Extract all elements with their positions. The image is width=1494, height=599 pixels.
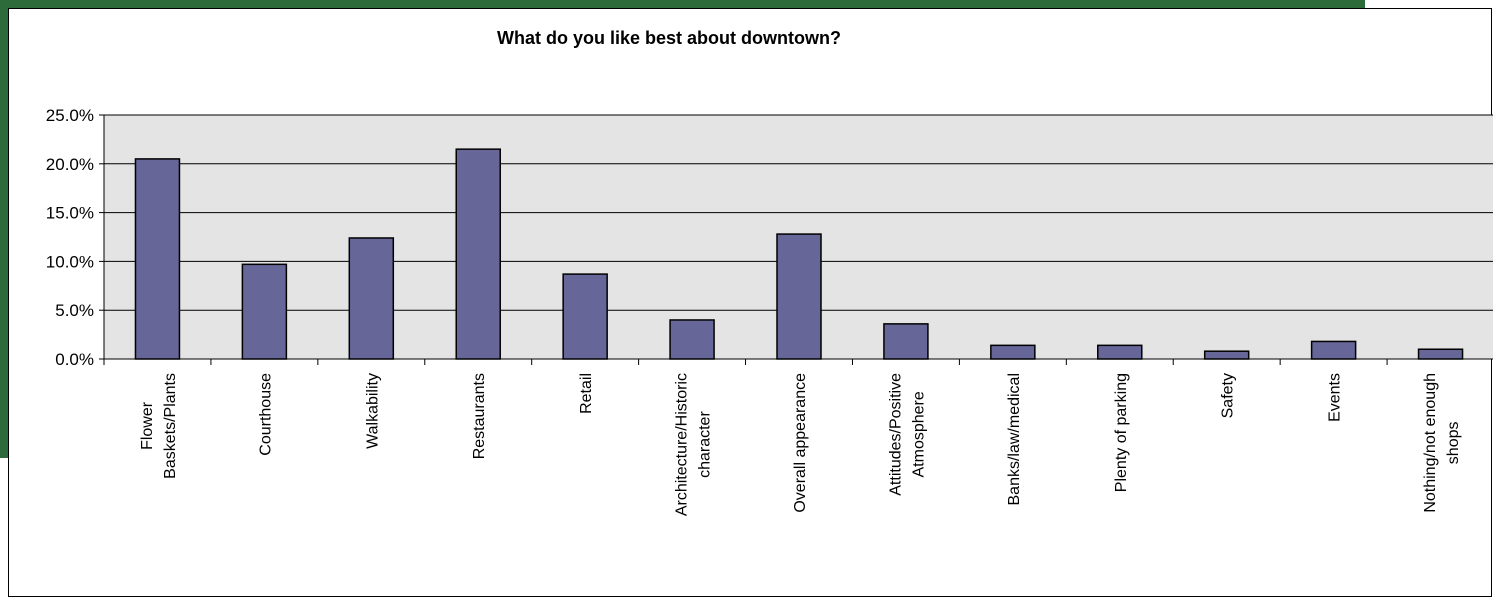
y-tick-label: 20.0% — [46, 155, 94, 174]
x-category-label: Walkability — [364, 373, 381, 449]
frame-left-strip — [0, 0, 8, 458]
y-tick-label: 15.0% — [46, 204, 94, 223]
frame-top-gap — [1365, 0, 1494, 8]
x-category-label-line: Overall appearance — [792, 373, 809, 513]
chart-area: What do you like best about downtown? 0.… — [8, 8, 1493, 597]
bar — [241, 263, 288, 360]
x-category-label-line: character — [697, 411, 714, 478]
bar — [348, 237, 395, 360]
y-tick-label: 5.0% — [55, 301, 94, 320]
x-category-label: Events — [1327, 373, 1344, 422]
bar — [883, 323, 929, 360]
x-category-label-line: shops — [1445, 421, 1462, 464]
y-tick-label: 10.0% — [46, 252, 94, 271]
bar — [669, 319, 715, 360]
x-category-label-line: Flower — [139, 401, 156, 450]
x-category-label-line: Attitudes/Positive — [887, 373, 904, 496]
x-category-label-line: Safety — [1220, 373, 1237, 418]
bar — [134, 158, 181, 360]
x-category-label-line: Banks/law/medical — [1006, 373, 1023, 506]
y-tick-label: 25.0% — [46, 106, 94, 125]
bar — [1203, 350, 1250, 360]
x-category-label-line: Walkability — [364, 373, 381, 449]
chart-title: What do you like best about downtown? — [497, 28, 841, 48]
x-category-label-line: Baskets/Plants — [162, 373, 179, 479]
x-category-label: Plenty of parking — [1113, 373, 1130, 492]
bar — [1417, 348, 1464, 360]
bar — [1310, 340, 1357, 360]
y-tick-label: 0.0% — [55, 350, 94, 369]
x-category-label-line: Plenty of parking — [1113, 373, 1130, 492]
x-category-label-line: Nothing/not enough — [1422, 373, 1439, 513]
x-axis-category-labels: Flower Baskets/Plants Courthouse Walkabilit… — [139, 373, 1462, 516]
x-category-label: Flower Baskets/Plants — [139, 373, 179, 479]
x-category-label: Restaurants — [471, 373, 488, 459]
bar — [990, 344, 1036, 360]
x-category-label-line: Courthouse — [257, 373, 274, 456]
x-category-label-line: Restaurants — [471, 373, 488, 459]
x-category-label-line: Retail — [578, 373, 595, 414]
x-category-label: Overall appearance — [792, 373, 809, 513]
y-axis-ticks: 0.0% 5.0% 10.0% 15.0% 20.0% 25.0% — [46, 106, 104, 369]
x-category-label: Architecture/Historic character — [674, 373, 714, 516]
x-category-label: Attitudes/Positive Atmosphere — [887, 373, 927, 496]
bar — [455, 148, 501, 360]
x-category-label: Nothing/not enough shops — [1422, 373, 1462, 513]
bar — [776, 233, 822, 360]
x-category-label-line: Events — [1327, 373, 1344, 422]
bar — [562, 273, 608, 360]
bar-chart: What do you like best about downtown? 0.… — [46, 28, 1493, 516]
x-category-label-line: Architecture/Historic — [674, 373, 691, 516]
x-category-label: Banks/law/medical — [1006, 373, 1023, 506]
x-category-label-line: Atmosphere — [910, 391, 927, 477]
bar — [1097, 344, 1143, 360]
x-category-label: Retail — [578, 373, 595, 414]
axes — [103, 115, 1493, 365]
x-category-label: Safety — [1220, 373, 1237, 418]
frame-top-strip — [0, 0, 1365, 8]
x-category-label: Courthouse — [257, 373, 274, 456]
